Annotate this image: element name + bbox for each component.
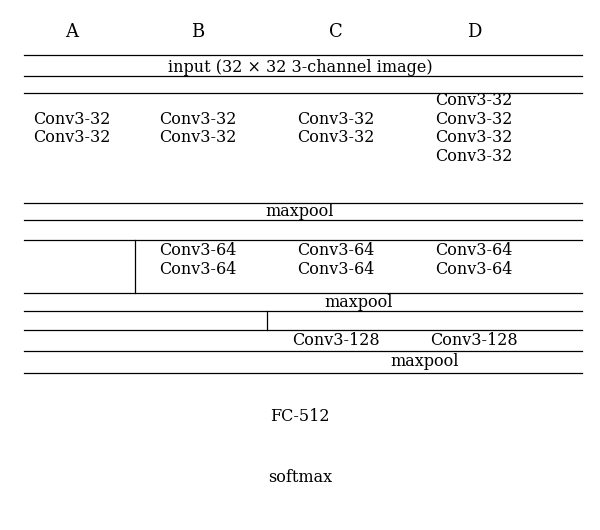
Text: Conv3-32: Conv3-32 <box>436 148 512 165</box>
Text: maxpool: maxpool <box>324 294 393 311</box>
Text: Conv3-64: Conv3-64 <box>436 261 512 278</box>
Text: Conv3-64: Conv3-64 <box>160 242 236 259</box>
Text: Conv3-32: Conv3-32 <box>160 129 236 146</box>
Text: Conv3-32: Conv3-32 <box>298 129 374 146</box>
Text: C: C <box>329 23 343 41</box>
Text: Conv3-32: Conv3-32 <box>436 129 512 146</box>
Text: Conv3-64: Conv3-64 <box>436 242 512 259</box>
Text: Conv3-32: Conv3-32 <box>436 111 512 128</box>
Text: Conv3-128: Conv3-128 <box>292 332 380 349</box>
Text: Conv3-64: Conv3-64 <box>160 261 236 278</box>
Text: Conv3-32: Conv3-32 <box>436 92 512 109</box>
Text: FC-512: FC-512 <box>270 408 330 425</box>
Text: D: D <box>467 23 481 41</box>
Text: Conv3-32: Conv3-32 <box>160 111 236 128</box>
Text: softmax: softmax <box>268 469 332 485</box>
Text: Conv3-128: Conv3-128 <box>430 332 518 349</box>
Text: Conv3-64: Conv3-64 <box>298 242 374 259</box>
Text: Conv3-64: Conv3-64 <box>298 261 374 278</box>
Text: Conv3-32: Conv3-32 <box>34 111 110 128</box>
Text: B: B <box>191 23 205 41</box>
Text: input (32 × 32 3-channel image): input (32 × 32 3-channel image) <box>167 59 433 76</box>
Text: Conv3-32: Conv3-32 <box>298 111 374 128</box>
Text: A: A <box>65 23 79 41</box>
Text: Conv3-32: Conv3-32 <box>34 129 110 146</box>
Text: maxpool: maxpool <box>390 354 459 370</box>
Text: maxpool: maxpool <box>266 203 334 220</box>
